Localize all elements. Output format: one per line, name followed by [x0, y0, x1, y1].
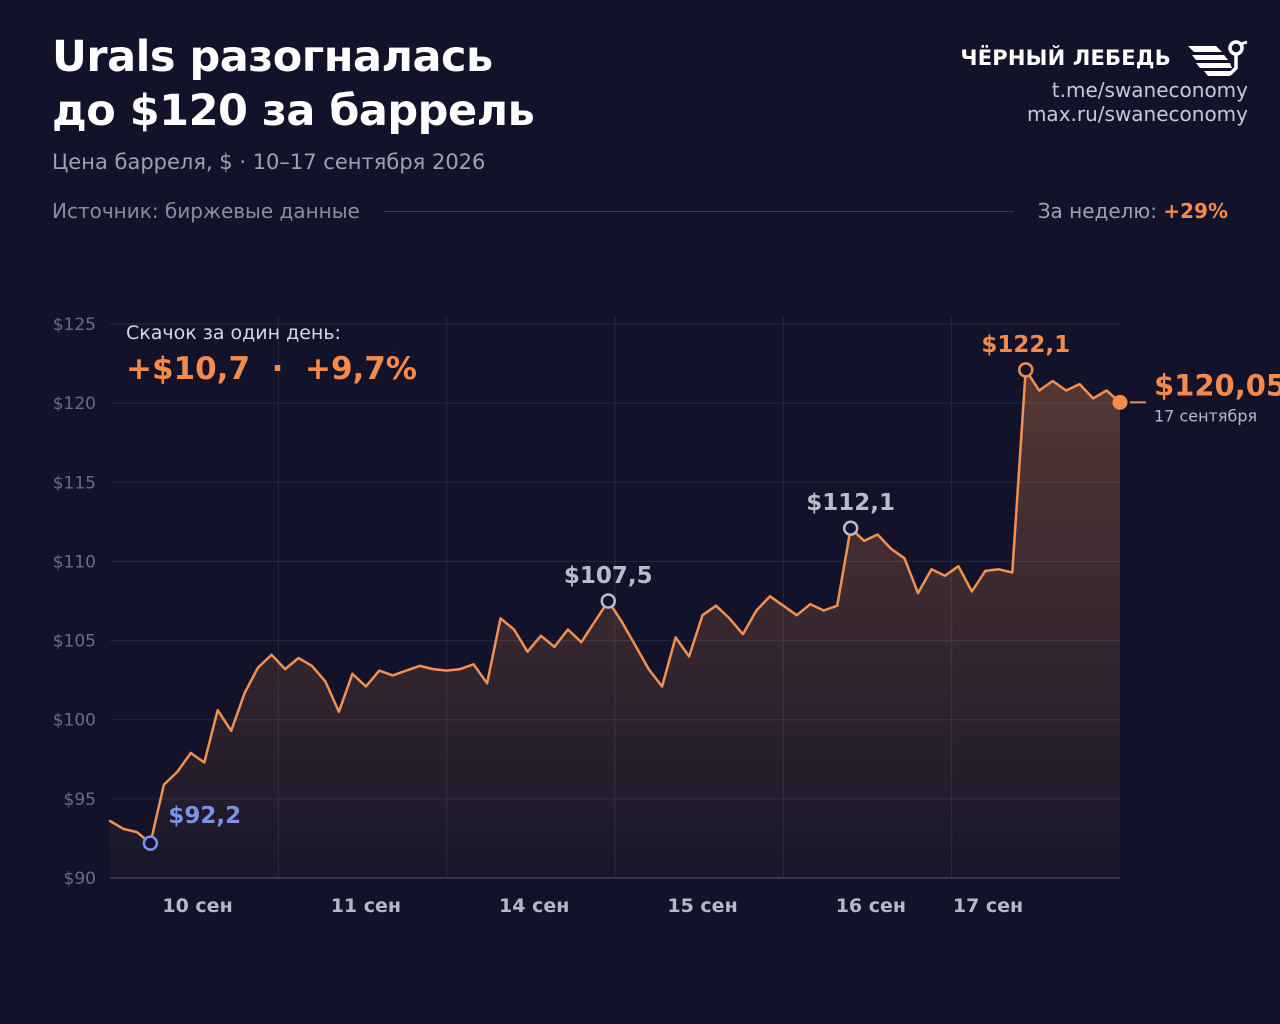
weekly-change: За неделю: +29% — [1038, 199, 1228, 223]
x-tick-label: 15 сен — [667, 895, 737, 917]
brand-link-max[interactable]: max.ru/swaneconomy — [1026, 102, 1248, 126]
last-value-marker — [1112, 394, 1128, 410]
divider-line — [383, 210, 1014, 212]
weekly-change-label: За неделю: — [1037, 199, 1157, 223]
brand-name: ЧЁРНЫЙ ЛЕБЕДЬ — [960, 46, 1171, 70]
peak-label: $112,1 — [806, 490, 895, 516]
brand-link-telegram[interactable]: t.me/swaneconomy — [1051, 78, 1248, 102]
brand-block: ЧЁРНЫЙ ЛЕБЕДЬ t.me/swaneconomy max.ru/sw… — [961, 38, 1248, 126]
y-tick-label: $120 — [53, 394, 96, 414]
chart-subtitle: Цена барреля, $ · 10–17 сентября 2026 — [52, 150, 486, 174]
local-peak-marker — [842, 520, 859, 536]
peak-marker — [1017, 362, 1034, 378]
line-layer — [108, 368, 1122, 845]
area-layer — [110, 369, 1120, 878]
y-tick-label: $95 — [64, 790, 96, 810]
title-line-2: до $120 за баррель — [52, 86, 535, 136]
y-tick-label: $110 — [53, 552, 96, 572]
peak-label: $107,5 — [564, 563, 653, 589]
x-tick-label: 10 сен — [162, 895, 232, 917]
x-tick-label: 17 сен — [953, 895, 1023, 917]
marker-layer: $92,2 $107,5 $112,1 $122,1 $120,05 17 сентябр… — [142, 332, 1280, 851]
weekly-change-value: +29% — [1163, 199, 1228, 223]
x-tick-label: 11 сен — [331, 895, 401, 917]
low-label: $92,2 — [168, 803, 241, 829]
title-line-1: Urals разогналась — [52, 32, 493, 82]
page-title: Urals разогналась до $120 за баррель — [52, 30, 535, 138]
axis-layer: $125 $120 $115 $110 $105 $100 $95 $90 10 сен 11 с… — [53, 315, 1120, 917]
annotation-value: +$10,7 · +9,7% — [126, 351, 417, 387]
last-value-date: 17 сентября — [1154, 406, 1257, 425]
local-peak-marker — [600, 593, 617, 609]
y-tick-label: $125 — [53, 315, 96, 335]
source-row: Источник: биржевые данные За неделю: +29… — [52, 197, 1228, 225]
y-tick-label: $100 — [53, 711, 96, 731]
y-tick-label: $115 — [53, 473, 96, 493]
annotation-label: Скачок за один день: — [126, 322, 341, 344]
price-area — [110, 369, 1120, 878]
swan-logo-icon — [1188, 40, 1248, 76]
last-value-label: $120,05 — [1154, 368, 1280, 402]
y-tick-label: $90 — [64, 869, 96, 889]
x-tick-label: 14 сен — [499, 895, 569, 917]
source-label: Источник: биржевые данные — [52, 199, 360, 223]
low-marker — [142, 835, 159, 851]
y-tick-label: $105 — [53, 632, 96, 652]
x-tick-label: 16 сен — [836, 895, 906, 917]
price-line — [108, 368, 1122, 845]
peak-label: $122,1 — [981, 332, 1070, 358]
